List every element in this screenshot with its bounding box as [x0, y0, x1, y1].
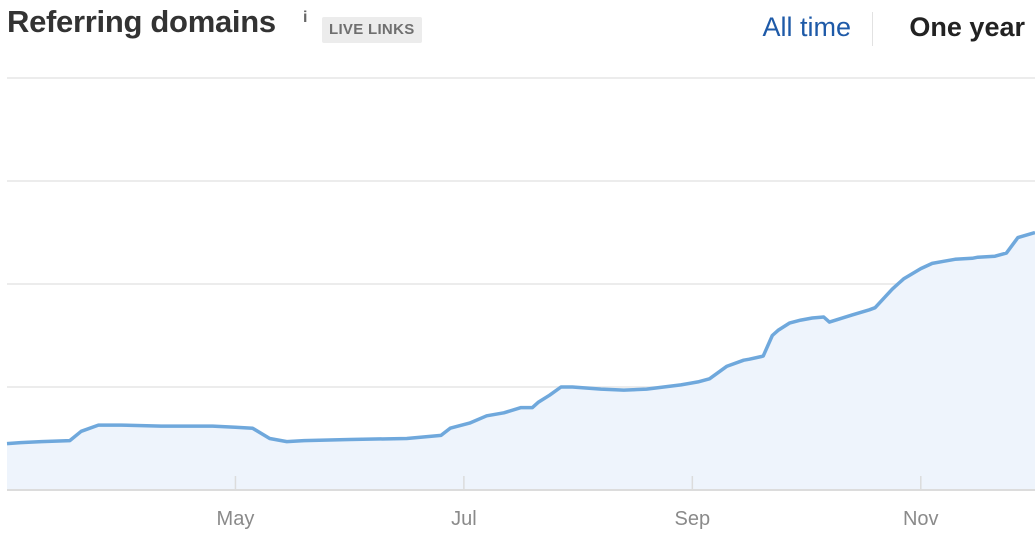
- x-tick-label: Jul: [451, 508, 477, 530]
- series-area-fill: [7, 232, 1035, 490]
- tab-one-year[interactable]: One year: [909, 12, 1025, 42]
- series-line: [6, 230, 1035, 446]
- x-tick-label: May: [217, 508, 255, 530]
- tab-all-time[interactable]: All time: [762, 12, 851, 42]
- x-tick-label: Nov: [903, 508, 939, 530]
- referring-domains-chart: May Jul Sep Nov: [6, 77, 1035, 530]
- x-tick-label: Sep: [675, 508, 711, 530]
- info-icon[interactable]: i: [303, 9, 308, 26]
- chart-header: Referring domains i LIVE LINKS All time …: [0, 0, 1035, 60]
- chart-title: Referring domains: [7, 4, 276, 39]
- tab-divider: [872, 12, 873, 46]
- x-axis-ticks: May Jul Sep Nov: [217, 476, 939, 530]
- live-links-badge: LIVE LINKS: [322, 17, 422, 43]
